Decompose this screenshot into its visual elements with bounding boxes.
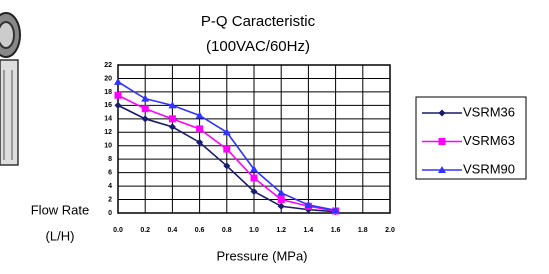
legend-label: VSRM90 (463, 161, 515, 176)
legend-marker (439, 138, 446, 145)
y-tick-label: 12 (104, 129, 112, 136)
marker (196, 125, 203, 132)
marker (142, 105, 149, 112)
product-image (0, 0, 22, 200)
marker (141, 95, 149, 102)
marker (169, 123, 176, 130)
x-tick-label: 0.8 (222, 227, 232, 234)
legend-label: VSRM63 (463, 133, 515, 148)
x-tick-label: 2.0 (385, 227, 395, 234)
page: {"chart_data": {"type": "line", "title":… (0, 0, 549, 269)
y-tick-label: 6 (108, 169, 112, 176)
y-axis-label: (L/H) (46, 228, 75, 243)
chart-title: P-Q Caracteristic (201, 13, 316, 30)
x-tick-label: 1.0 (249, 227, 259, 234)
x-tick-label: 1.4 (304, 227, 314, 234)
y-tick-label: 16 (104, 102, 112, 109)
y-tick-label: 14 (104, 116, 112, 123)
marker (223, 146, 230, 153)
x-tick-label: 0.6 (195, 227, 205, 234)
marker (115, 92, 122, 99)
y-tick-label: 8 (108, 156, 112, 163)
x-tick-label: 1.8 (358, 227, 368, 234)
marker (115, 102, 122, 109)
y-tick-label: 2 (108, 196, 112, 203)
marker (278, 203, 285, 210)
chart: P-Q Caracteristic (100VAC/60Hz) Flow Rat… (0, 0, 549, 269)
x-tick-label: 0.0 (113, 227, 123, 234)
marker (142, 115, 149, 122)
marker (251, 175, 258, 182)
x-tick-label: 1.2 (276, 227, 286, 234)
y-tick-label: 4 (108, 183, 112, 190)
x-tick-label: 0.4 (168, 227, 178, 234)
y-tick-label: 22 (104, 62, 112, 69)
chart-subtitle: (100VAC/60Hz) (206, 38, 310, 55)
x-tick-label: 0.2 (140, 227, 150, 234)
y-tick-label: 10 (104, 143, 112, 150)
y-tick-label: 20 (104, 75, 112, 82)
x-axis-label: Pressure (MPa) (216, 248, 307, 263)
legend-label: VSRM36 (463, 104, 515, 119)
y-tick-label: 18 (104, 89, 112, 96)
x-tick-label: 1.6 (331, 227, 341, 234)
marker (278, 196, 285, 203)
y-axis-label: Flow Rate (31, 202, 90, 217)
y-tick-label: 0 (108, 210, 112, 217)
marker (169, 115, 176, 122)
